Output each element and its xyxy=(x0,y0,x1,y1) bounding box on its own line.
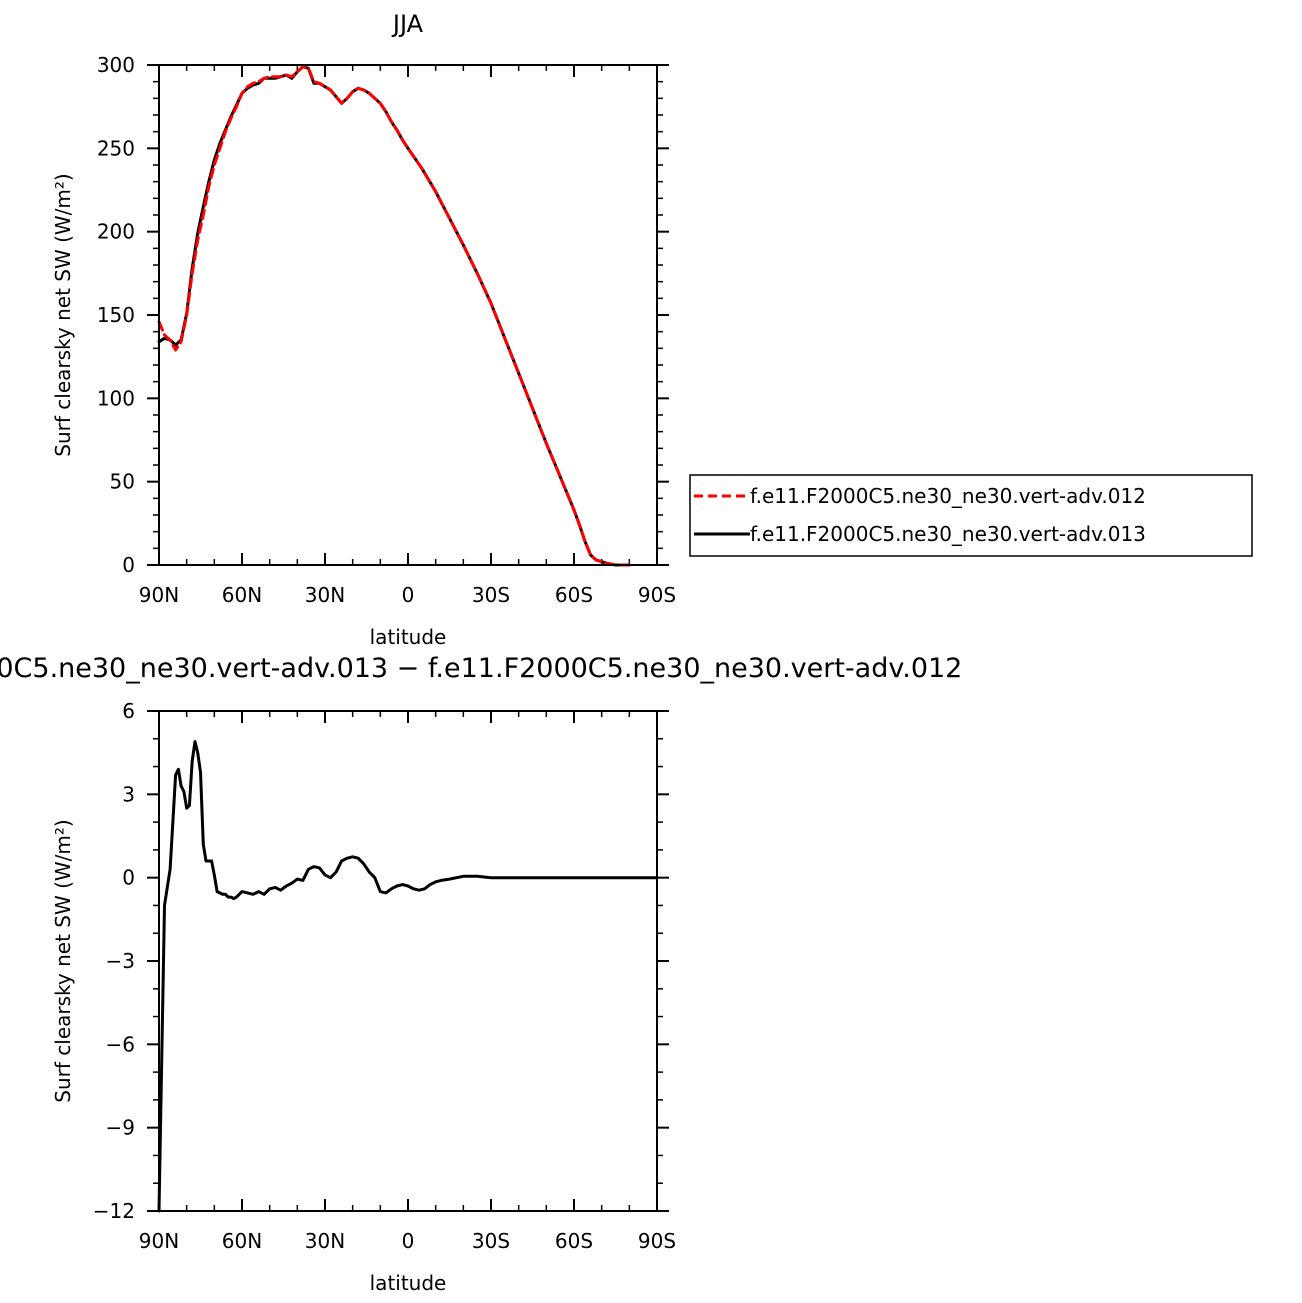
bottom-x-tick-label: 30N xyxy=(305,1229,345,1253)
top-x-tick-label: 30S xyxy=(472,583,510,607)
top-y-tick-label: 150 xyxy=(97,303,135,327)
bottom-y-tick-label: 0 xyxy=(122,866,135,890)
top-chart-xlabel: latitude xyxy=(370,625,447,649)
bottom-chart-title: f.e11.F2000C5.ne30_ne30.vert-adv.013 − f… xyxy=(0,653,962,684)
bottom-y-tick-label: −12 xyxy=(93,1199,135,1223)
bottom-y-tick-label: −6 xyxy=(106,1032,135,1056)
bottom-x-tick-label: 90S xyxy=(638,1229,676,1253)
top-chart: JJA 90N 60N 30N 0 30S 60S 90S 0 50 100 150 200 250 30… xyxy=(51,10,676,649)
bottom-chart-series xyxy=(157,740,659,1213)
top-chart-series xyxy=(157,65,631,567)
top-x-tick-label: 0 xyxy=(402,583,415,607)
top-plot-frame xyxy=(158,64,658,566)
top-chart-title: JJA xyxy=(391,10,424,38)
top-y-tick-label: 200 xyxy=(97,220,135,244)
top-chart-ylabel: Surf clearsky net SW (W/m²) xyxy=(51,173,75,456)
bottom-series-line-0 xyxy=(157,740,659,1213)
top-y-tick-label: 250 xyxy=(97,136,135,160)
bottom-y-tick-label: −9 xyxy=(106,1116,135,1140)
top-series-line-1 xyxy=(157,65,631,567)
legend-label-012: f.e11.F2000C5.ne30_ne30.vert-adv.012 xyxy=(750,484,1146,508)
top-x-tick-label: 90S xyxy=(638,583,676,607)
bottom-y-tick-label: −3 xyxy=(106,949,135,973)
top-x-tick-label: 60S xyxy=(555,583,593,607)
top-series-line-0 xyxy=(157,65,631,567)
bottom-chart: f.e11.F2000C5.ne30_ne30.vert-adv.013 − f… xyxy=(0,653,962,1295)
legend-box xyxy=(689,474,1253,557)
bottom-x-tick-label: 30S xyxy=(472,1229,510,1253)
bottom-x-tick-label: 0 xyxy=(402,1229,415,1253)
top-y-tick-label: 0 xyxy=(122,553,135,577)
bottom-chart-ylabel: Surf clearsky net SW (W/m²) xyxy=(51,819,75,1102)
top-y-tick-label: 300 xyxy=(97,53,135,77)
bottom-x-tick-label: 60S xyxy=(555,1229,593,1253)
top-x-tick-label: 60N xyxy=(222,583,262,607)
bottom-y-tick-label: 3 xyxy=(122,782,135,806)
bottom-plot-frame xyxy=(158,710,658,1212)
top-y-tick-label: 50 xyxy=(110,470,135,494)
top-y-tick-label: 100 xyxy=(97,386,135,410)
bottom-x-tick-label: 60N xyxy=(222,1229,262,1253)
top-chart-ticks: 90N 60N 30N 0 30S 60S 90S 0 50 100 150 200 250 300 xyxy=(97,53,676,607)
bottom-x-tick-label: 90N xyxy=(139,1229,179,1253)
bottom-y-tick-label: 6 xyxy=(122,699,135,723)
top-x-tick-label: 30N xyxy=(305,583,345,607)
legend-label-013: f.e11.F2000C5.ne30_ne30.vert-adv.013 xyxy=(750,522,1146,546)
legend: f.e11.F2000C5.ne30_ne30.vert-adv.012 f.e… xyxy=(689,474,1253,557)
top-x-tick-label: 90N xyxy=(139,583,179,607)
bottom-chart-xlabel: latitude xyxy=(370,1271,447,1295)
